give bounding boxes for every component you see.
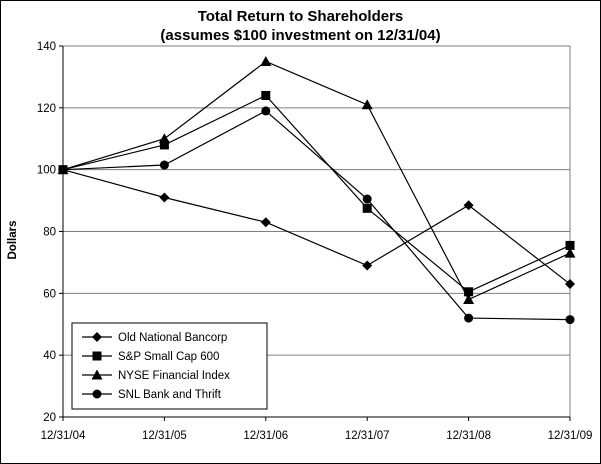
y-tick-labels: 20 40 60 80 100 120 140 [37, 41, 56, 424]
y-tick-label: 100 [37, 165, 56, 177]
data-point-s-p-small-cap-600 [261, 90, 271, 100]
data-point-old-national-bancorp [463, 200, 474, 211]
x-tick-label: 12/31/09 [548, 430, 593, 442]
series-lines [57, 55, 576, 325]
data-point-snl-bank-and-thrift [58, 165, 68, 175]
data-point-s-p-small-cap-600 [565, 240, 575, 250]
y-tick-label: 40 [43, 350, 56, 362]
series-line-snl-bank-and-thrift [62, 110, 571, 321]
x-tick-label: 12/31/04 [41, 430, 86, 442]
legend-label-nyse-financial-index: NYSE Financial Index [118, 370, 230, 382]
legend-marker-nyse-financial-index [91, 369, 103, 380]
x-tick-label: 12/31/06 [243, 430, 288, 442]
y-tick-label: 120 [37, 103, 56, 115]
legend-label-s-p-small-cap-600: S&P Small Cap 600 [118, 351, 219, 363]
chart-title: Total Return to Shareholders [197, 8, 404, 25]
gridlines [63, 45, 570, 356]
y-tick-label: 20 [43, 412, 56, 424]
data-point-nyse-financial-index [158, 133, 170, 144]
y-tick-label: 80 [43, 227, 56, 239]
x-tick-label: 12/31/07 [345, 430, 390, 442]
y-tick-label: 140 [37, 41, 56, 53]
data-point-snl-bank-and-thrift [362, 194, 372, 204]
data-point-s-p-small-cap-600 [362, 203, 372, 213]
legend-marker-snl-bank-and-thrift [92, 389, 102, 399]
data-point-old-national-bancorp [159, 192, 170, 203]
legend-label-old-national-bancorp: Old National Bancorp [118, 332, 227, 344]
data-point-snl-bank-and-thrift [261, 106, 271, 116]
y-axis-label: Dollars [7, 221, 19, 260]
data-point-snl-bank-and-thrift [565, 315, 575, 325]
series-old-national-bancorp [58, 164, 575, 290]
data-point-old-national-bancorp [565, 279, 575, 290]
data-point-snl-bank-and-thrift [159, 160, 169, 170]
x-tick-label: 12/31/08 [446, 430, 491, 442]
data-point-nyse-financial-index [260, 55, 272, 66]
series-line-nyse-financial-index [62, 60, 571, 301]
data-point-s-p-small-cap-600 [159, 140, 169, 150]
data-point-snl-bank-and-thrift [464, 313, 474, 323]
data-point-nyse-financial-index [463, 294, 475, 305]
chart-subtitle: (assumes $100 investment on 12/31/04) [160, 27, 441, 44]
series-line-old-national-bancorp [62, 169, 571, 285]
axes [59, 45, 571, 421]
legend-marker-old-national-bancorp [92, 332, 102, 342]
legend: Old National Bancorp S&P Small Cap 600 NYS… [71, 322, 268, 410]
series-s-p-small-cap-600 [58, 90, 575, 297]
legend-marker-s-p-small-cap-600 [92, 351, 102, 361]
series-line-s-p-small-cap-600 [62, 94, 571, 293]
x-tick-labels: 12/31/04 12/31/05 12/31/06 12/31/07 12/31/08… [41, 430, 593, 442]
data-point-nyse-financial-index [564, 247, 576, 258]
legend-label-snl-bank-and-thrift: SNL Bank and Thrift [118, 389, 222, 401]
data-point-old-national-bancorp [362, 260, 373, 271]
data-point-s-p-small-cap-600 [464, 287, 474, 297]
series-nyse-financial-index [57, 55, 576, 305]
data-point-nyse-financial-index [361, 99, 373, 110]
x-tick-label: 12/31/05 [142, 430, 187, 442]
data-point-old-national-bancorp [260, 217, 271, 228]
y-tick-label: 60 [43, 288, 56, 300]
series-snl-bank-and-thrift [58, 106, 575, 325]
